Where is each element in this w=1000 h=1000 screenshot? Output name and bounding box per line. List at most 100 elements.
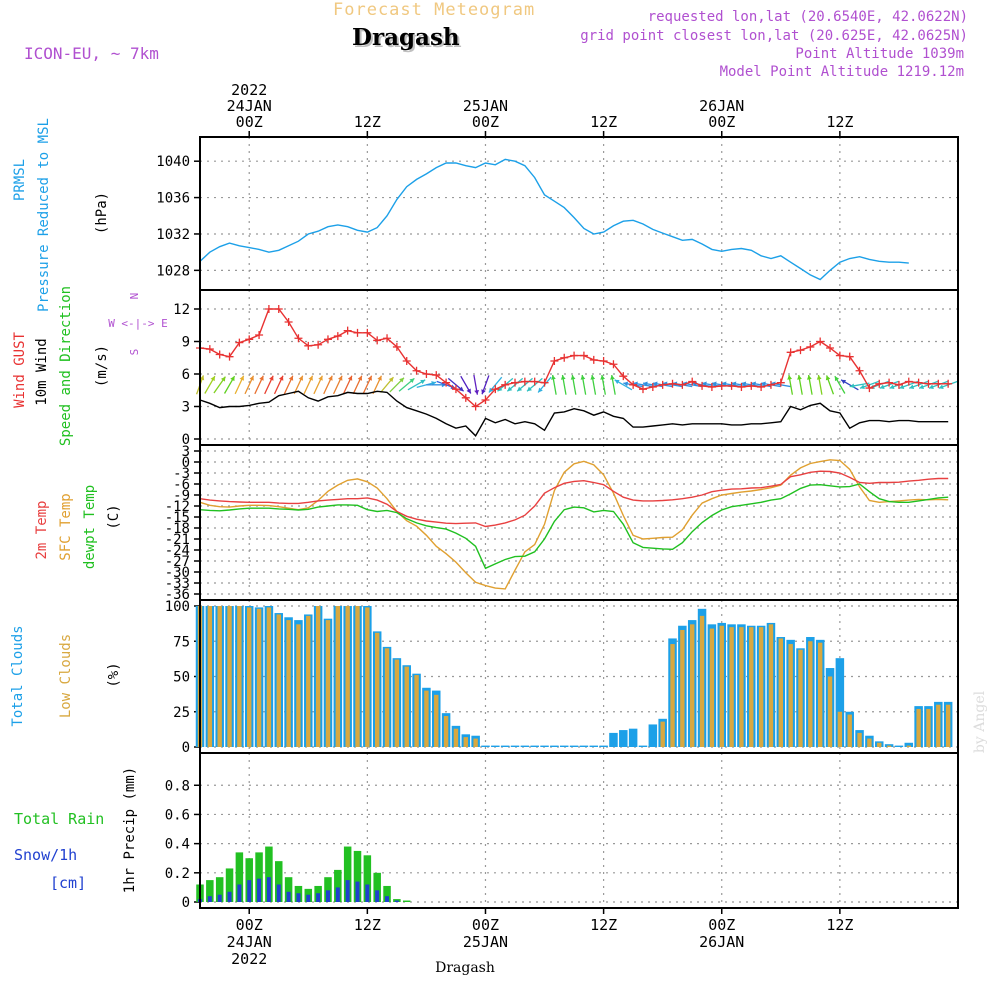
chart-title: Forecast Meteogram: [333, 0, 536, 20]
wind-arrow-head: [239, 375, 244, 381]
low-cloud-bar: [709, 628, 715, 747]
wind-arrow-head: [308, 375, 313, 381]
wind-gust-marker: [865, 384, 874, 393]
y-tick-label: 75: [173, 634, 190, 650]
compass-axis: W <-|-> E: [108, 317, 168, 330]
rain-bar: [275, 861, 283, 902]
wind-arrow-head: [652, 381, 658, 387]
y-tick-label: 0.6: [165, 807, 190, 823]
wind-arrow-head: [259, 375, 264, 381]
dewpt-line: [199, 483, 949, 570]
low-cloud-bar: [296, 624, 301, 747]
wind-gust-marker: [442, 378, 451, 387]
top-time-label: 00Z: [472, 113, 499, 131]
wind-gust-marker: [826, 344, 835, 352]
wind-gust-marker: [451, 385, 460, 394]
wind-arrow-head: [797, 374, 802, 380]
pressure-label-desc: Pressure Reduced to MSL: [36, 118, 52, 312]
wind-gust-marker: [550, 357, 559, 365]
rain-bar: [255, 852, 263, 902]
wind-arrow-head: [841, 379, 847, 385]
total-cloud-bar: [569, 745, 579, 747]
y-tick-label: 0.4: [165, 837, 190, 853]
snow-bar: [335, 887, 340, 902]
pressure-label-prmsl: PRMSL: [12, 159, 28, 201]
low-cloud-bar: [729, 627, 734, 747]
wind-gust-marker: [727, 381, 736, 390]
low-cloud-bar: [335, 606, 341, 747]
snow-bar: [247, 880, 252, 902]
low-cloud-bar: [227, 606, 232, 747]
wind-arrow-head: [269, 375, 274, 381]
y-tick-label: -27: [165, 554, 190, 570]
top-time-label: 12Z: [826, 113, 853, 131]
low-cloud-bar: [660, 721, 665, 747]
wind-gust-marker: [747, 381, 756, 390]
low-cloud-bar: [325, 620, 331, 747]
wind-gust-marker: [934, 379, 943, 388]
low-cloud-bar: [886, 745, 892, 747]
bottom-time-label: 24JAN: [227, 933, 272, 951]
wind-arrow-head: [610, 374, 615, 380]
wind-arrow-head: [249, 375, 254, 381]
wind-gust-marker: [422, 370, 431, 378]
low-cloud-bar: [237, 606, 242, 747]
compass-north: N: [128, 293, 141, 300]
wind-gust-marker: [599, 357, 608, 365]
top-time-label: 12Z: [590, 113, 617, 131]
wind-arrow-head: [879, 384, 885, 390]
snow-bar: [207, 896, 212, 902]
temp-unit: (C): [106, 504, 122, 529]
bottom-time-label: 00Z: [472, 916, 499, 934]
low-cloud-bar: [374, 632, 380, 747]
compass-south: S: [128, 349, 141, 356]
wind-gust-marker: [402, 357, 411, 365]
low-cloud-bar: [827, 676, 833, 747]
rain-bar: [402, 900, 411, 902]
low-cloud-bar: [837, 711, 843, 747]
low-cloud-bar: [808, 641, 813, 747]
wind-gust-marker: [757, 383, 766, 391]
point-altitude: Point Altitude 1039m: [795, 46, 964, 62]
credit-label: by Angel: [972, 690, 988, 753]
low-cloud-bar: [739, 627, 744, 747]
footer-location: Dragash: [435, 960, 495, 976]
wind-arrow-head: [807, 374, 812, 380]
bottom-time-label: 00Z: [708, 916, 735, 934]
wind-gust-marker: [225, 352, 234, 361]
wind-gust-marker: [530, 377, 539, 386]
snow-label: Snow/1h: [14, 846, 77, 864]
t2m-line: [199, 470, 949, 528]
low-cloud-bar: [680, 629, 685, 747]
total-cloud-bar: [589, 745, 599, 747]
y-tick-label: 1036: [156, 191, 190, 207]
y-tick-label: -15: [165, 510, 190, 526]
snow-unit-label: [cm]: [50, 874, 86, 892]
top-time-label: 00Z: [708, 113, 735, 131]
low-cloud-bar: [453, 728, 459, 747]
wind-gust-marker: [560, 353, 569, 362]
wind-gust-marker: [845, 352, 854, 361]
total-cloud-bar: [884, 744, 894, 747]
snow-bar: [257, 878, 262, 902]
total-cloud-bar: [609, 732, 618, 747]
wind-speed-dir-label: Speed and Direction: [58, 286, 74, 446]
snow-bar: [286, 891, 291, 902]
wind-arrow-head: [367, 375, 372, 381]
total-cloud-bar: [894, 745, 904, 747]
pressure-unit: (hPa): [94, 192, 110, 234]
snow-bar: [296, 893, 301, 902]
model-altitude: Model Point Altitude 1219.12m: [719, 64, 964, 80]
wind-arrow-head: [938, 384, 944, 390]
wind-arrow-head: [399, 377, 404, 383]
wind-gust-marker: [570, 351, 579, 360]
wind-arrow-head: [580, 374, 586, 380]
top-time-label: 25JAN: [463, 97, 508, 115]
location-title: Dragash: [352, 24, 460, 51]
low-cloud-bar: [719, 625, 724, 747]
low-cloud-bar: [266, 607, 272, 747]
wind-gust-marker: [579, 351, 588, 360]
snow-bar: [325, 890, 330, 902]
wind-gust-marker: [363, 328, 372, 337]
low-cloud-bar: [443, 715, 449, 747]
